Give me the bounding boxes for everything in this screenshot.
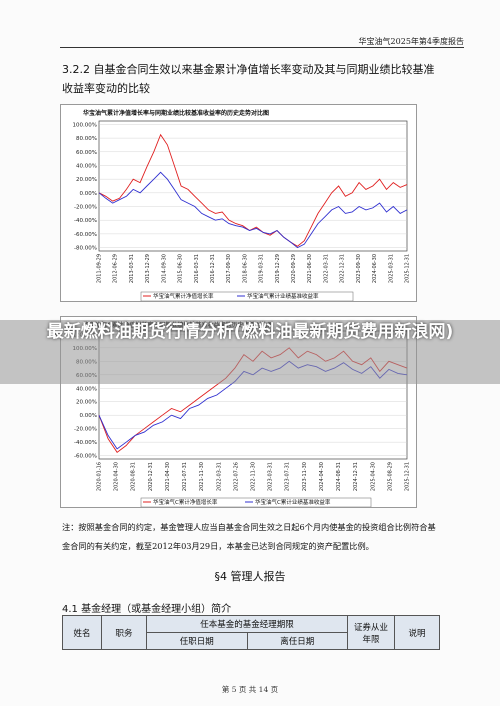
chart-1-x-tick: 2012-06-29 [113,254,119,283]
chart-2-x-tick: 2021-07-31 [182,462,188,491]
chart-1-x-tick: 2011-09-29 [97,254,103,283]
chart-2-y-tick: 0.00% [80,413,97,419]
chart-1-x-tick: 2018-06-30 [242,254,248,283]
chart-2-x-tick: 2024-04-30 [319,462,325,491]
chart-1-x-tick: 2015-06-30 [178,254,184,283]
chart-1-x-tick: 2025-12-31 [405,254,411,283]
chart-2-x-tick: 2023-07-31 [285,462,291,491]
chart-2-legend-label: 华宝油气C累计净值增长率 [153,498,218,506]
chart-2-x-tick: 2023-03-31 [268,462,274,491]
chart-1-x-tick: 2022-12-31 [340,254,346,283]
chart-note: 注：按照基金合同的约定，基金管理人应当自基金合同生效之日起6个月内使基金的投资组… [62,522,436,551]
chart-1-y-tick: 40.00% [76,163,97,169]
chart-1-x-tick: 2016-12-31 [210,254,216,283]
chart-1-x-tick: 2013-03-31 [129,254,135,283]
chart-1-y-tick: 100.00% [73,122,97,128]
chart-1-x-tick: 2021-06-30 [307,254,313,283]
chart-1-legend-label: 华宝油气累计业绩基准收益率 [247,292,319,300]
report-header: 华宝油气2025年第4季度报告 [358,37,464,46]
chart-2-x-tick: 2025-08-29 [387,462,393,491]
chart-1-series-1-line [98,171,408,249]
manager-table: 姓名 职务 任本基金的基金经理期限 证券从业年限 说明 任职日期 离任日期 [62,615,440,650]
chart-1-y-tick: -80.00% [74,246,97,252]
section4-subtitle: 4.1 基金经理（或基金经理小组）简介 [62,604,232,615]
overlay-headline: 最新燃料油期货行情分析(燃料油最新期货费用新浪网) [46,322,454,342]
th-name: 姓名 [62,615,102,650]
chart-2-x-tick: 2020-08-31 [131,462,137,491]
th-role: 职务 [101,615,147,650]
chart-1-x-tick: 2014-09-30 [161,254,167,283]
chart-1-y-tick: -40.00% [74,218,97,224]
header-rule [60,47,464,48]
chart-2-x-tick: 2020-04-30 [114,462,120,491]
th-end: 离任日期 [246,632,349,650]
chart-2-x-tick: 2024-12-31 [353,462,359,491]
chart-1-y-tick: 0.00% [80,191,97,197]
chart-1-y-tick: 60.00% [76,150,97,156]
chart-2-x-tick: 2022-07-26 [233,462,239,491]
chart-2-x-tick: 2021-11-30 [199,462,205,491]
th-desc: 说明 [394,615,440,650]
chart-1-x-tick: 2023-09-30 [356,254,362,283]
chart-2-x-tick: 2025-04-30 [370,462,376,491]
chart-2-x-tick: 2020-01-16 [97,462,103,491]
chart-1-svg: 华宝油气累计净值增长率与同期业绩比较基准收益率的历史走势对比图 100.00% 80… [73,109,411,302]
chart-1: 华宝油气累计净值增长率与同期业绩比较基准收益率的历史走势对比图 100.00% 80… [60,104,417,302]
chart-1-series-0-line [98,133,408,247]
chart-1-y-tick: -20.00% [74,205,97,211]
chart-1-x-tick: 2019-12-29 [275,254,281,283]
chart-1-y-tick: 20.00% [76,177,97,183]
chart-2-legend-label: 华宝油气C累计业绩基准收益率 [255,498,331,506]
th-term: 任本基金的基金经理期限 [145,615,349,633]
chart-2-x-tick: 2025-12-31 [405,462,411,491]
page-footer: 第 5 页 共 14 页 [221,685,279,694]
chart-2-x-tick: 2022-11-30 [251,462,257,491]
section4-title: §4 管理人报告 [214,570,286,583]
chart-2-x-tick: 2023-11-30 [302,462,308,491]
chart-1-x-tick: 2017-09-30 [226,254,232,283]
chart-1-x-tick: 2025-03-31 [388,254,394,283]
chart-2-y-tick: 40.00% [76,386,97,392]
chart-1-plot-area [98,120,408,252]
th-years: 证券从业年限 [347,615,396,650]
chart-2-x-tick: 2024-08-31 [336,462,342,491]
chart-2-y-tick: 20.00% [76,400,97,406]
th-start: 任职日期 [146,632,248,650]
chart-1-y-tick: 80.00% [76,136,97,142]
section-title: 3.2.2 自基金合同生效以来基金累计净值增长率变动及其与同期业绩比较基准收益率… [62,63,435,95]
watermark-overlay-band [0,320,500,384]
chart-1-x-tick: 2013-12-29 [145,254,151,283]
chart-2-x-tick: 2021-04-30 [165,462,171,491]
chart-2-x-tick: 2020-12-31 [148,462,154,491]
chart-1-y-tick: -60.00% [74,232,97,238]
chart-2-y-tick: -60.00% [74,454,97,460]
chart-2-y-tick: -40.00% [74,440,97,446]
chart-2-x-tick: 2022-03-31 [216,462,222,491]
chart-1-x-tick: 2020-09-29 [291,254,297,283]
chart-1-x-tick: 2022-03-31 [323,254,329,283]
chart-1-legend-label: 华宝油气累计净值增长率 [153,292,214,300]
chart-1-x-tick: 2024-06-30 [372,254,378,283]
chart-1-title: 华宝油气累计净值增长率与同期业绩比较基准收益率的历史走势对比图 [83,109,269,117]
chart-1-x-tick: 2016-03-31 [194,254,200,283]
chart-1-x-tick: 2019-03-31 [259,254,265,283]
chart-2-y-tick: -20.00% [74,427,97,433]
